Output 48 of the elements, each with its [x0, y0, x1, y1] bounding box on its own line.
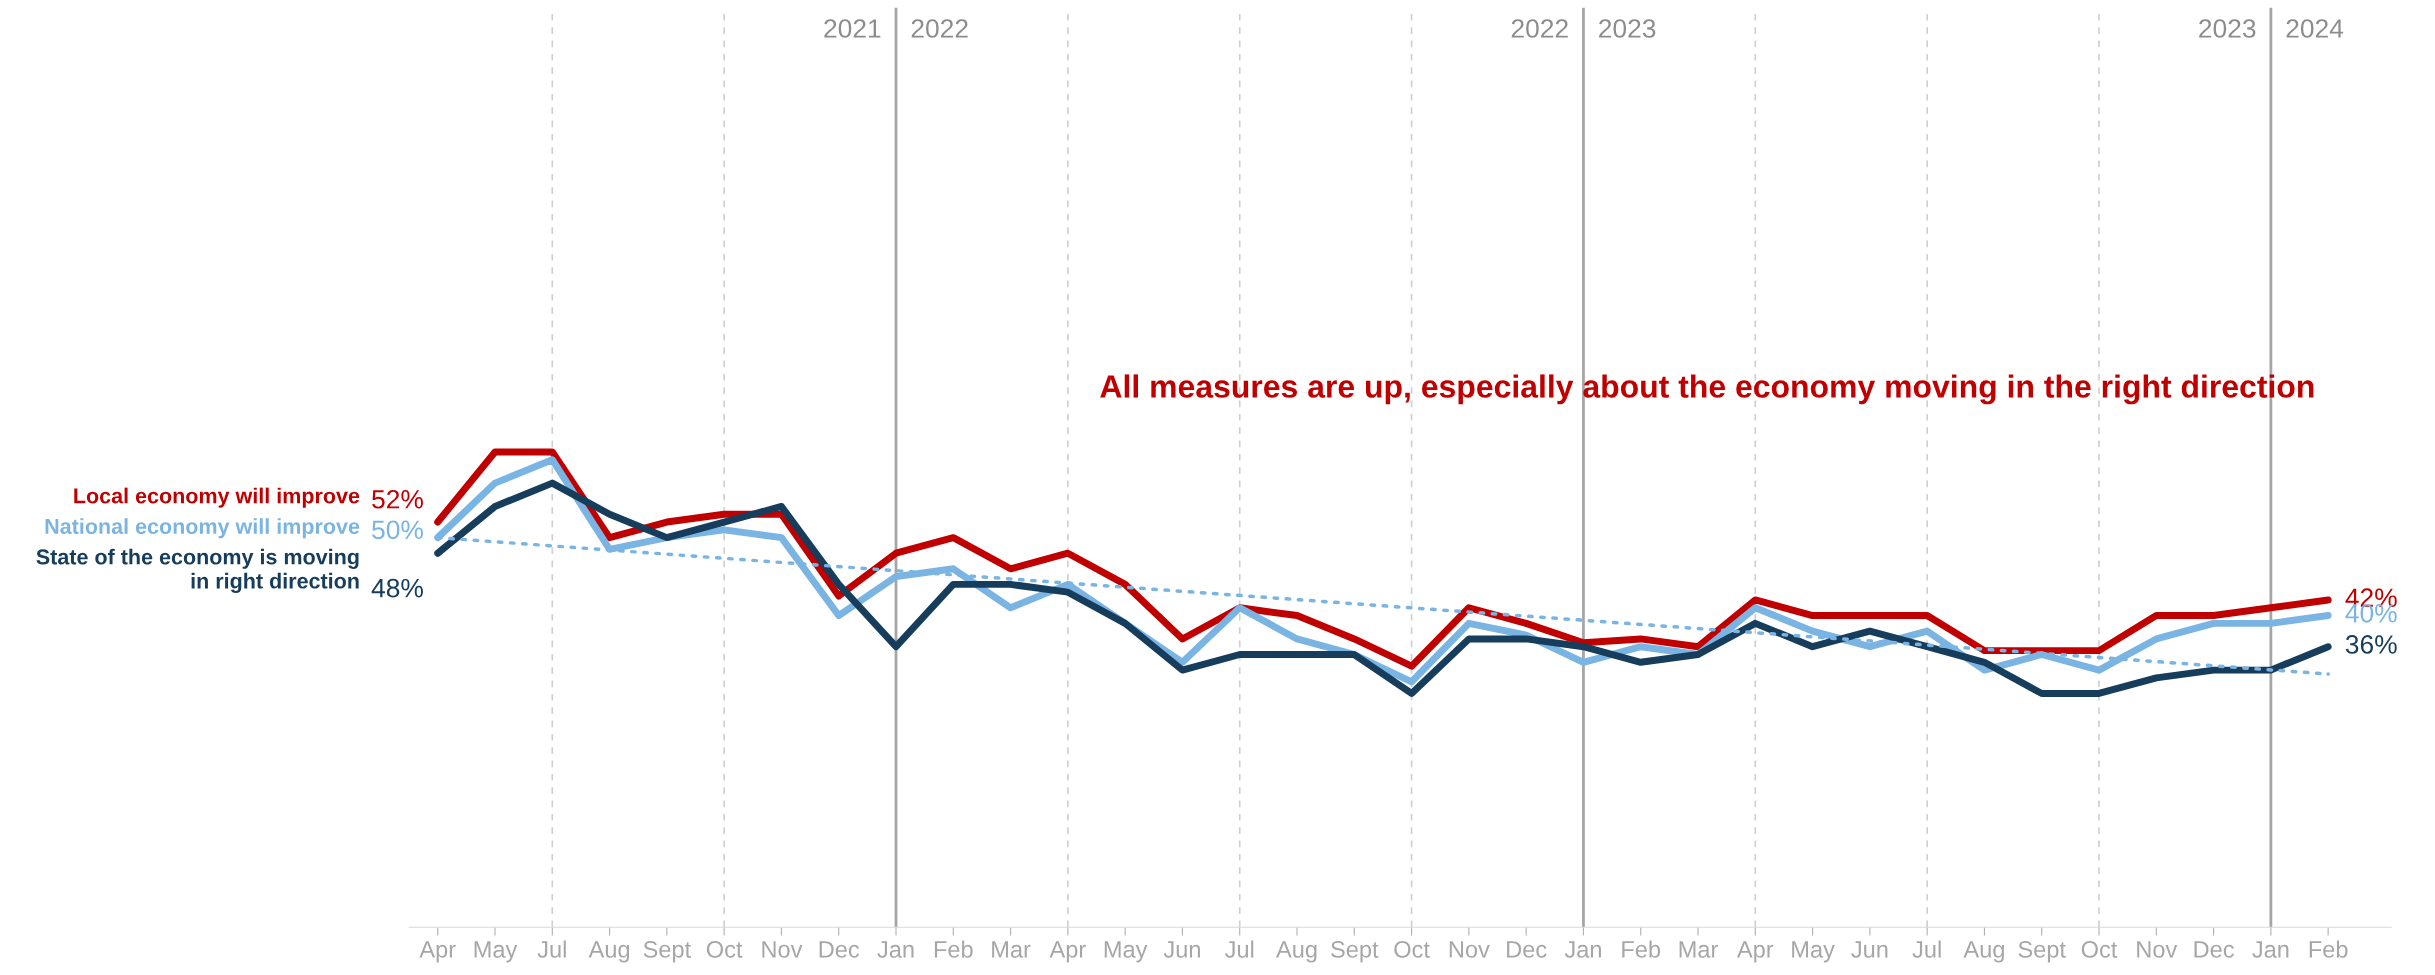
- x-tick-label: Aug: [1276, 941, 1317, 963]
- x-tick-label: Mar: [1679, 941, 1718, 958]
- x-tick-label: May: [1792, 941, 1835, 963]
- x-tick-label: Jan: [2252, 941, 2289, 958]
- x-tick-label: Jan: [877, 941, 914, 958]
- text: National economy will improve: [45, 518, 360, 539]
- x-tick-label: May: [1104, 941, 1148, 963]
- data-label: 48%: [371, 578, 423, 598]
- x-tick-label: Jul: [537, 940, 566, 958]
- annotation: 2022: [1511, 19, 1568, 38]
- annotation: 2022: [911, 19, 968, 38]
- x-tick-label: May: [474, 941, 518, 963]
- data-label: 52%: [372, 489, 423, 509]
- x-tick-label: Jul: [1225, 940, 1254, 958]
- x-tick-label: Feb: [1622, 940, 1661, 958]
- data-label: 50%: [372, 520, 423, 540]
- x-tick-label: Oct: [1394, 941, 1430, 958]
- data-label: 36%: [2345, 635, 2397, 654]
- annotation: 2024: [2286, 19, 2344, 38]
- x-tick-label: Nov: [762, 941, 803, 958]
- x-tick-label: Sept: [643, 941, 691, 963]
- x-tick-label: Aug: [1963, 941, 2004, 963]
- x-tick-label: Aug: [588, 941, 630, 963]
- text: Local economy will improve: [74, 487, 360, 508]
- x-tick-label: Dec: [819, 941, 860, 958]
- x-tick-label: Oct: [706, 941, 743, 958]
- annotation: 2021: [824, 19, 881, 38]
- x-tick-label: Sept: [1331, 941, 1379, 963]
- x-tick-label: Dec: [2194, 941, 2234, 958]
- x-tick-label: Dec: [1507, 941, 1547, 958]
- x-tick-label: Oct: [2081, 941, 2118, 958]
- x-tick-label: Nov: [1449, 941, 1490, 958]
- x-tick-label: Feb: [2309, 940, 2348, 958]
- text: State of the economy is moving in right direction: [36, 548, 359, 593]
- x-tick-label: Jan: [1564, 941, 1601, 958]
- x-tick-label: Nov: [2137, 941, 2178, 958]
- x-tick-label: Sept: [2018, 941, 2066, 963]
- x-tick-label: Mar: [992, 941, 1031, 958]
- annotation: All measures are up, especially about the economy moving in the right direction: [1100, 374, 2314, 405]
- x-tick-label: Jun: [1163, 941, 1200, 958]
- x-tick-label: Jun: [1851, 941, 1888, 958]
- x-tick-label: Apr: [419, 941, 456, 963]
- x-tick-label: Apr: [1736, 941, 1774, 963]
- x-tick-label: Feb: [934, 940, 973, 958]
- x-tick-label: Apr: [1049, 941, 1086, 963]
- annotation: 2023: [2199, 19, 2256, 38]
- x-tick-label: Jul: [1912, 940, 1941, 958]
- annotation: 2023: [1599, 19, 1656, 38]
